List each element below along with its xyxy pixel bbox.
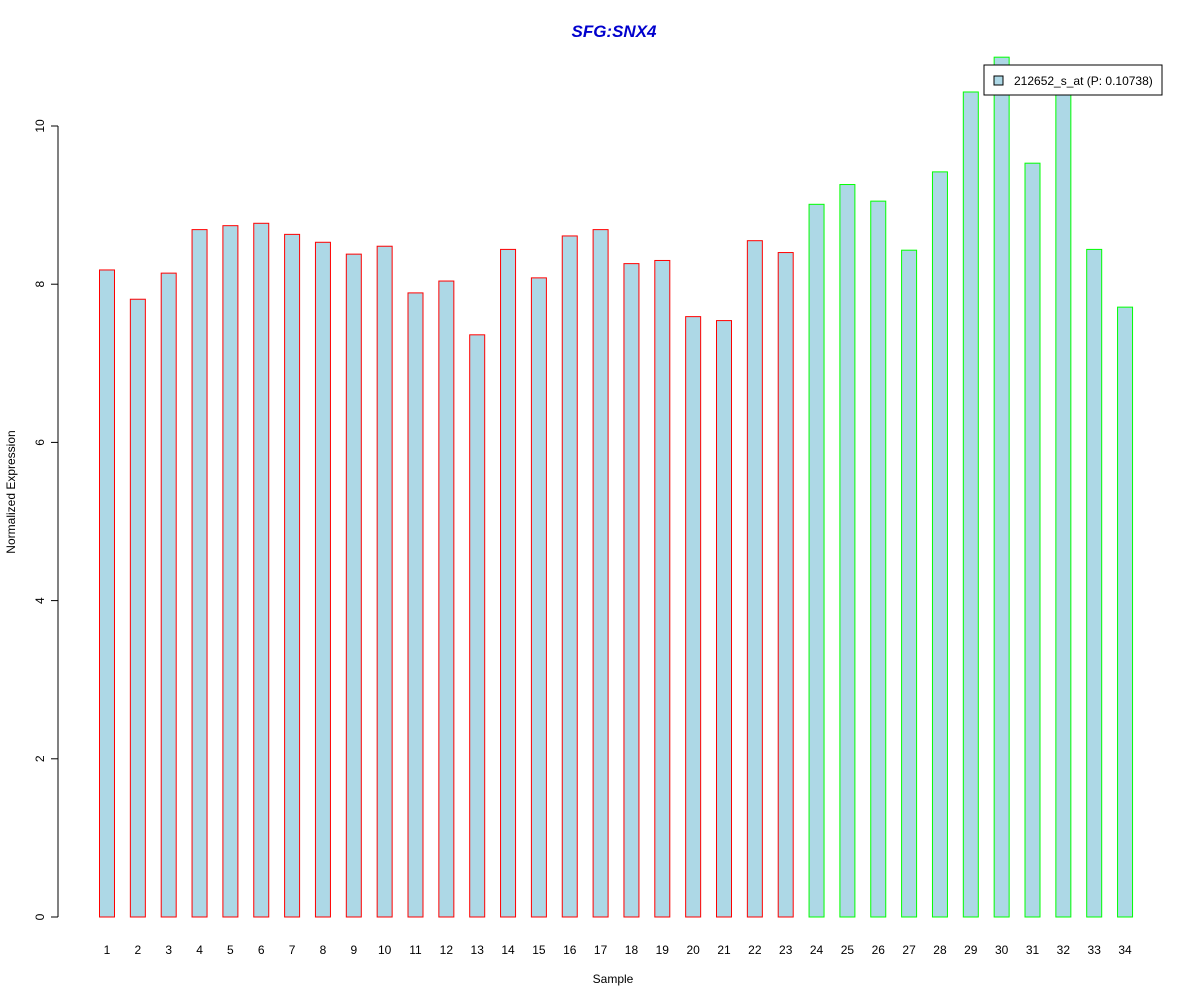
x-tick-label-9: 9: [350, 943, 357, 957]
x-tick-label-23: 23: [779, 943, 793, 957]
x-tick-label-6: 6: [258, 943, 265, 957]
bar-sample-13: [469, 334, 486, 918]
x-tick-label-11: 11: [409, 943, 422, 957]
y-tick-label: 8: [33, 281, 47, 288]
x-tick-label-33: 33: [1088, 943, 1102, 957]
x-tick-label-24: 24: [810, 943, 824, 957]
bar-sample-3: [160, 272, 177, 918]
bar-sample-21: [716, 320, 732, 918]
x-tick-label-18: 18: [625, 943, 639, 957]
y-tick-label: 10: [33, 119, 47, 133]
x-axis-label: Sample: [593, 972, 634, 986]
x-tick-label-10: 10: [378, 943, 392, 957]
y-tick-label: 2: [33, 755, 47, 762]
bar-sample-14: [500, 248, 517, 918]
bar-sample-32: [1055, 89, 1072, 918]
bar-sample-4: [191, 229, 208, 918]
x-tick-label-1: 1: [104, 943, 111, 957]
bar-sample-33: [1086, 248, 1103, 918]
bar-sample-20: [685, 316, 702, 918]
y-axis: 0 2 4 6 8 10: [33, 119, 59, 920]
x-tick-label-21: 21: [717, 943, 731, 957]
x-tick-label-7: 7: [289, 943, 296, 957]
legend-box: [983, 64, 1163, 96]
x-tick-label-3: 3: [165, 943, 172, 957]
x-tick-labels: 1 2 3 4 5 6 7 8 9 10 11 12 13 14 15 16 17 18 19 20 21 22 23 24 2…: [104, 943, 1132, 957]
bar-sample-22: [746, 240, 763, 918]
bar-sample-10: [376, 245, 393, 918]
x-tick-label-32: 32: [1057, 943, 1071, 957]
x-tick-label-16: 16: [563, 943, 577, 957]
x-tick-label-15: 15: [532, 943, 546, 957]
bar-sample-25: [839, 184, 856, 918]
bar-sample-29: [962, 91, 979, 918]
y-tick-label: 6: [33, 439, 47, 446]
bar-sample-26: [870, 200, 887, 918]
y-axis-label: Normalized Expression: [4, 430, 18, 553]
bar-sample-34: [1117, 306, 1134, 918]
bar-sample-2: [129, 298, 146, 918]
x-tick-label-20: 20: [686, 943, 700, 957]
bar-sample-7: [284, 233, 301, 918]
bar-sample-16: [561, 235, 578, 918]
bars-group: [99, 56, 1134, 918]
bar-sample-11: [407, 292, 424, 918]
bar-sample-12: [438, 280, 455, 918]
x-tick-label-26: 26: [872, 943, 886, 957]
x-tick-label-17: 17: [594, 943, 608, 957]
bar-sample-28: [931, 171, 948, 918]
bar-sample-19: [654, 259, 671, 918]
x-tick-label-12: 12: [440, 943, 454, 957]
chart-title: SFG:SNX4: [571, 22, 657, 41]
y-tick-label: 4: [33, 597, 47, 604]
bar-sample-6: [253, 222, 270, 918]
x-tick-label-30: 30: [995, 943, 1009, 957]
bar-sample-1: [99, 269, 115, 918]
x-tick-label-8: 8: [320, 943, 327, 957]
x-tick-label-28: 28: [933, 943, 947, 957]
bar-sample-8: [314, 241, 331, 918]
x-tick-label-5: 5: [227, 943, 234, 957]
bar-sample-24: [808, 203, 825, 918]
bar-sample-9: [345, 253, 362, 918]
x-tick-label-27: 27: [902, 943, 916, 957]
x-tick-label-2: 2: [135, 943, 142, 957]
legend-label: 212652_s_at (P: 0.10738): [1014, 74, 1153, 88]
x-tick-label-29: 29: [964, 943, 978, 957]
x-tick-label-19: 19: [656, 943, 670, 957]
legend: 212652_s_at (P: 0.10738): [983, 64, 1163, 96]
x-tick-label-13: 13: [471, 943, 485, 957]
bar-sample-31: [1024, 162, 1041, 918]
legend-swatch: [993, 75, 1004, 86]
x-tick-label-14: 14: [501, 943, 515, 957]
x-tick-label-34: 34: [1118, 943, 1132, 957]
bar-sample-15: [530, 277, 547, 918]
bar-sample-5: [222, 225, 239, 918]
x-tick-label-22: 22: [748, 943, 762, 957]
x-tick-label-31: 31: [1026, 943, 1040, 957]
bar-sample-17: [592, 229, 609, 918]
bar-sample-23: [777, 252, 794, 918]
bar-sample-30: [993, 56, 1010, 918]
x-tick-label-4: 4: [196, 943, 203, 957]
bar-sample-18: [623, 263, 640, 918]
bar-sample-27: [901, 249, 918, 918]
y-tick-label: 0: [33, 913, 47, 920]
x-tick-label-25: 25: [841, 943, 855, 957]
